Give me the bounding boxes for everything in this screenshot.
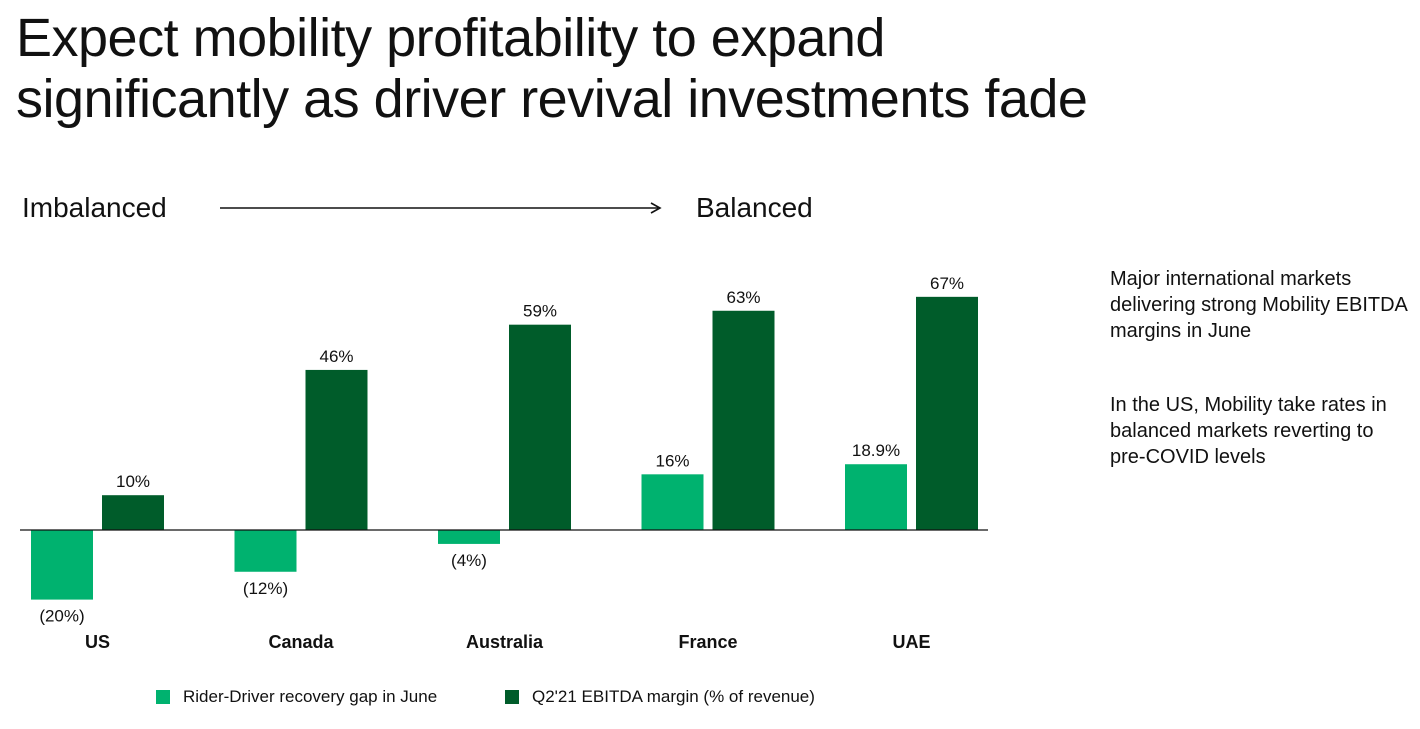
legend-swatch-recovery-gap	[156, 690, 170, 704]
legend-label-ebitda: Q2'21 EBITDA margin (% of revenue)	[532, 687, 815, 706]
bar-uae-series-2	[916, 296, 978, 530]
data-label-france-series-2: 63%	[726, 288, 760, 307]
data-label-france-series-1: 16%	[655, 451, 689, 470]
category-label-uae: UAE	[892, 632, 930, 652]
bar-us-series-2	[102, 495, 164, 530]
category-label-france: France	[678, 632, 737, 652]
data-label-australia-series-1: (4%)	[451, 551, 487, 570]
page-title: Expect mobility profitability to expand …	[16, 8, 1316, 130]
data-label-canada-series-1: (12%)	[243, 579, 288, 598]
legend-item-ebitda: Q2'21 EBITDA margin (% of revenue)	[505, 686, 815, 708]
bar-uae-series-1	[845, 464, 907, 530]
imbalanced-label: Imbalanced	[22, 192, 167, 223]
note-1: Major international markets delivering s…	[1110, 268, 1407, 342]
data-label-uae-series-2: 67%	[930, 274, 964, 293]
bar-us-series-1	[31, 530, 93, 600]
data-label-uae-series-1: 18.9%	[852, 441, 900, 460]
category-label-canada: Canada	[268, 632, 334, 652]
bar-chart: (20%) 10% US (12%) 46% Canada (4%) 59% Australia…	[20, 274, 988, 652]
note-2: In the US, Mobility take rates in balanc…	[1110, 394, 1387, 468]
bar-australia-series-2	[509, 324, 571, 530]
legend-item-recovery-gap: Rider-Driver recovery gap in June	[156, 686, 437, 708]
bar-canada-series-2	[305, 369, 368, 530]
balanced-label: Balanced	[696, 192, 813, 223]
title-line-2: significantly as driver revival investme…	[16, 69, 1088, 129]
title-line-1: Expect mobility profitability to expand	[16, 8, 885, 68]
category-label-us: US	[85, 632, 110, 652]
spectrum-arrow-icon	[220, 202, 662, 214]
legend-swatch-ebitda	[505, 690, 519, 704]
bar-france-series-2	[712, 310, 775, 530]
bar-canada-series-1	[234, 530, 297, 572]
bar-france-series-1	[641, 474, 704, 530]
data-label-canada-series-2: 46%	[319, 347, 353, 366]
category-label-australia: Australia	[466, 632, 544, 652]
data-label-us-series-2: 10%	[116, 472, 150, 491]
bar-australia-series-1	[438, 530, 500, 544]
data-label-australia-series-2: 59%	[523, 302, 557, 321]
data-label-us-series-1: (20%)	[39, 607, 84, 626]
legend-label-recovery-gap: Rider-Driver recovery gap in June	[183, 687, 438, 706]
